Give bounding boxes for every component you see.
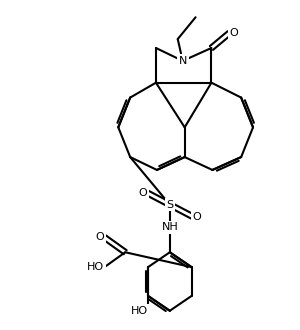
Text: O: O [96,232,104,243]
Text: N: N [178,56,187,66]
Text: O: O [193,212,201,221]
Text: HO: HO [131,306,148,316]
Text: HO: HO [87,262,104,272]
Text: O: O [138,188,147,198]
Text: NH: NH [161,222,178,232]
Text: S: S [166,200,173,210]
Text: O: O [229,28,238,38]
